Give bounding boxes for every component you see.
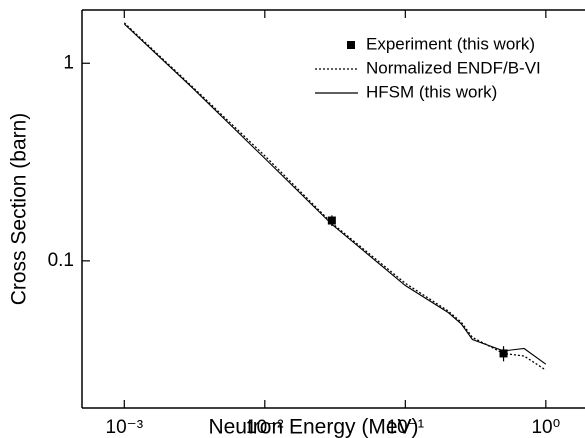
data-point <box>327 216 336 225</box>
x-tick-label: 10⁻³ <box>106 417 144 438</box>
legend-marker <box>347 41 355 49</box>
y-axis-label: Cross Section (barn) <box>8 113 31 306</box>
legend-label: Experiment (this work) <box>366 34 535 53</box>
y-tick-label: 0.1 <box>48 250 74 271</box>
y-tick-label: 1 <box>63 52 74 73</box>
legend-label: HFSM (this work) <box>366 82 497 101</box>
legend-label: Normalized ENDF/B-VI <box>366 58 541 77</box>
series-line <box>123 22 547 371</box>
series-line <box>123 23 547 365</box>
x-tick-label: 10⁻² <box>246 417 284 438</box>
x-axis-label: Neutron Energy (MeV) <box>208 416 418 438</box>
x-tick-label: 10⁻¹ <box>387 417 425 438</box>
x-tick-label: 10⁰ <box>531 417 560 438</box>
